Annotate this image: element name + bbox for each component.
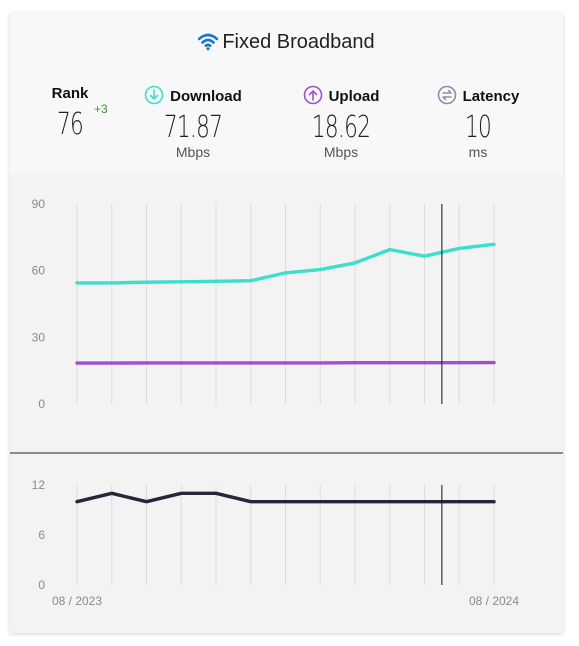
download-label-row: Download (138, 85, 248, 105)
latency-unit: ms (468, 144, 488, 160)
latency-chart-ytick-label: 12 (32, 478, 46, 492)
xtick-label-start: 08 / 2023 (52, 594, 102, 608)
rank-delta: +3 (94, 102, 108, 116)
speed-chart-ytick-label: 90 (32, 197, 46, 211)
upload-value: 18.62 (311, 110, 371, 145)
latency-label: Latency (462, 88, 520, 105)
broadband-card: Fixed Broadband Rank 76 +3 Download 71.8… (10, 13, 563, 633)
rank-label: Rank (51, 85, 89, 102)
card-title: Fixed Broadband (10, 31, 563, 57)
upload-unit: Mbps (323, 144, 359, 160)
rank-value: 76 (56, 107, 84, 142)
upload-icon (303, 85, 322, 105)
download-unit: Mbps (175, 144, 211, 160)
download-label: Download (170, 88, 242, 105)
speed-chart-ytick-label: 60 (32, 264, 46, 278)
rank-metric: Rank 76 (38, 85, 102, 142)
card-title-text: Fixed Broadband (222, 31, 375, 53)
latency-chart-ytick-label: 0 (38, 578, 45, 592)
latency-metric: Latency 10 ms (434, 85, 522, 159)
latency-chart-ytick-label: 6 (38, 528, 45, 542)
latency-icon (437, 85, 456, 105)
latency-value: 10 (464, 110, 492, 145)
latency-series-line (75, 491, 496, 504)
upload-series-line (75, 360, 496, 365)
download-icon (144, 85, 164, 105)
speed-chart-ytick-label: 0 (38, 397, 45, 411)
upload-metric: Upload 18.62 Mbps (296, 85, 386, 159)
charts-area: 0 30 60 90 0 6 12 08 / 2023 08 / 2024 (10, 197, 563, 608)
xtick-label-end: 08 / 2024 (469, 594, 519, 608)
download-metric: Download 71.87 Mbps (138, 85, 248, 159)
wifi-icon (198, 33, 219, 57)
latency-label-row: Latency (434, 85, 522, 105)
upload-label-row: Upload (296, 85, 386, 105)
speed-chart-ytick-label: 30 (32, 330, 46, 344)
card-header: Fixed Broadband Rank 76 +3 Download 71.8… (10, 13, 563, 173)
upload-label: Upload (328, 88, 380, 105)
download-series-line (75, 242, 496, 285)
download-value: 71.87 (163, 110, 223, 145)
